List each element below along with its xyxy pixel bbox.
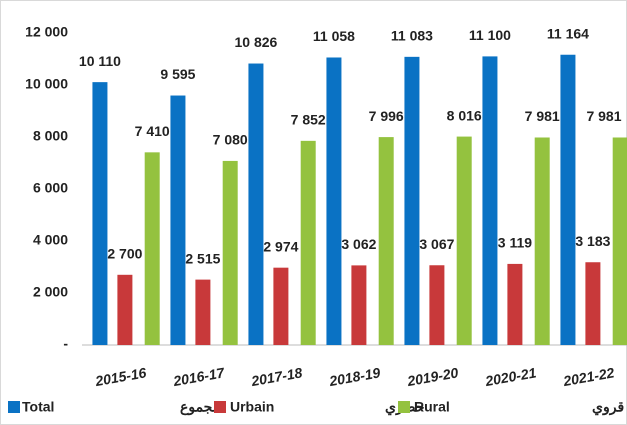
legend-swatch — [8, 401, 20, 413]
value-label: 3 119 — [498, 235, 532, 251]
bar — [273, 267, 289, 345]
y-tick-label: 4 000 — [33, 232, 68, 248]
legend-label: Rural — [414, 399, 450, 415]
bar — [378, 137, 394, 345]
bar — [585, 262, 601, 345]
value-label: 7 981 — [525, 108, 560, 124]
y-tick-label: 2 000 — [33, 284, 68, 300]
value-label: 11 083 — [391, 28, 433, 44]
y-tick-label: 10 000 — [25, 76, 68, 92]
bar — [404, 56, 420, 345]
bar — [456, 136, 472, 345]
value-label: 7 981 — [586, 108, 621, 124]
legend-swatch — [214, 401, 226, 413]
value-label: 11 164 — [547, 25, 589, 41]
bar — [612, 137, 627, 345]
bar — [351, 265, 367, 345]
legend-label-ar: قروي — [592, 399, 624, 416]
value-label: 9 595 — [160, 66, 195, 82]
value-label: 3 067 — [419, 236, 454, 252]
bar — [300, 140, 316, 345]
value-label: 10 826 — [235, 34, 278, 50]
bar — [326, 57, 342, 345]
bar — [195, 279, 211, 345]
legend-label: Total — [22, 399, 54, 415]
value-label: 8 016 — [447, 107, 482, 123]
bar — [117, 274, 133, 345]
y-tick-label: 6 000 — [33, 180, 68, 196]
value-label: 3 062 — [341, 236, 376, 252]
y-tick-label: 8 000 — [33, 128, 68, 144]
bar — [170, 95, 186, 345]
bar — [222, 160, 238, 345]
bar — [534, 137, 550, 345]
y-tick-label: - — [63, 336, 68, 352]
legend-swatch — [398, 401, 410, 413]
legend-label-ar: مجموع — [180, 399, 220, 416]
bar — [560, 54, 576, 346]
y-tick-label: 12 000 — [25, 24, 68, 40]
value-label: 2 974 — [263, 238, 298, 254]
bar — [248, 63, 264, 346]
value-label: 11 058 — [313, 28, 355, 44]
bar — [92, 82, 108, 345]
value-label: 2 515 — [185, 250, 220, 266]
value-label: 7 852 — [291, 112, 326, 128]
value-label: 3 183 — [575, 233, 610, 249]
value-label: 7 080 — [213, 132, 248, 148]
value-label: 11 100 — [469, 27, 511, 43]
legend-label: Urbain — [230, 399, 274, 415]
value-label: 7 996 — [369, 108, 404, 124]
bar — [144, 152, 160, 345]
value-label: 10 110 — [79, 53, 121, 69]
bar — [482, 56, 498, 346]
value-label: 7 410 — [135, 123, 170, 139]
bar — [429, 265, 445, 345]
value-label: 2 700 — [107, 246, 142, 262]
bar — [507, 263, 523, 345]
